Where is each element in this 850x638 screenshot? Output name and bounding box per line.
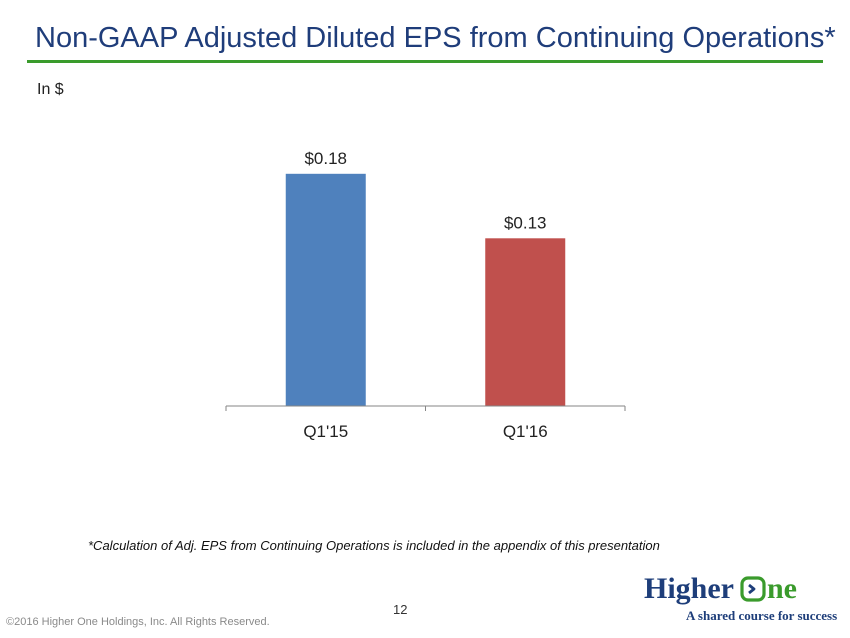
higher-one-logo: Higher ne A shared course for success	[640, 572, 840, 624]
bar-1	[485, 238, 566, 406]
copyright-notice: ©2016 Higher One Holdings, Inc. All Righ…	[6, 616, 270, 628]
bar-0	[285, 173, 366, 406]
category-label-1: Q1'16	[503, 422, 548, 441]
data-label-1: $0.13	[504, 213, 547, 232]
slide-title: Non-GAAP Adjusted Diluted EPS from Conti…	[35, 22, 836, 54]
logo-wordmark: Higher ne	[644, 572, 797, 606]
logo-bracket-icon	[740, 576, 766, 602]
logo-word-left: Higher	[644, 572, 734, 605]
title-rule	[27, 60, 823, 63]
page-number: 12	[393, 602, 408, 617]
logo-tagline: A shared course for success	[686, 608, 838, 623]
category-label-0: Q1'15	[303, 422, 348, 441]
data-label-0: $0.18	[304, 149, 347, 168]
logo-word-right: ne	[767, 572, 797, 605]
unit-label: In $	[37, 81, 64, 98]
footnote: *Calculation of Adj. EPS from Continuing…	[88, 538, 660, 553]
